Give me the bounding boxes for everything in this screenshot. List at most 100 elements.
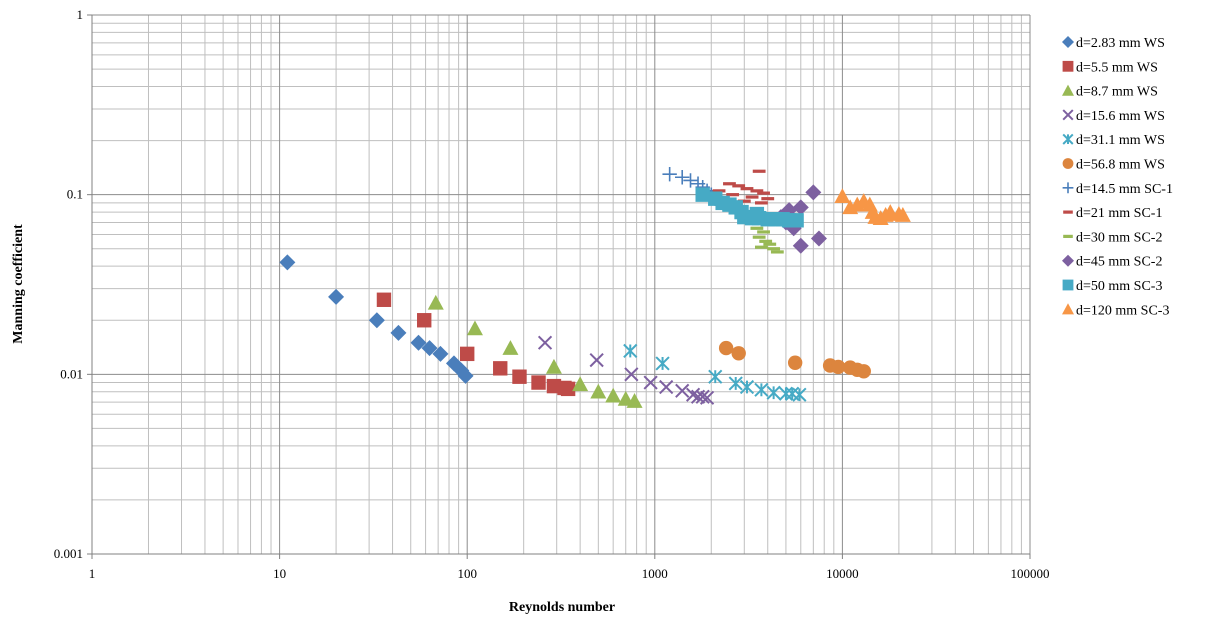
data-point [279, 254, 296, 271]
legend-marker [1063, 210, 1073, 214]
data-point [685, 387, 701, 402]
y-tick-label: 0.001 [54, 546, 83, 561]
data-point [417, 313, 432, 328]
data-point [460, 346, 475, 362]
data-point [683, 173, 698, 188]
x-tick-label: 10000 [826, 566, 859, 581]
y-axis-title: Manning coefficient [11, 224, 26, 344]
legend-item: d=120 mm SC-3 [1062, 303, 1169, 318]
legend-marker [1062, 36, 1074, 48]
data-point [763, 242, 777, 246]
y-tick-label: 0.01 [60, 366, 83, 381]
grid [91, 14, 1031, 555]
data-point [740, 187, 754, 191]
data-point [624, 367, 639, 382]
data-point [531, 375, 546, 390]
legend-item: d=5.5 mm WS [1062, 60, 1158, 75]
legend-marker [1063, 234, 1073, 238]
data-point [728, 376, 743, 391]
data-point [718, 340, 734, 356]
data-point [731, 346, 746, 361]
legend-marker [1062, 133, 1074, 145]
plot-area [279, 166, 911, 408]
data-point [805, 184, 822, 201]
data-point [757, 230, 770, 234]
data-point [545, 358, 562, 374]
legend-marker [1062, 254, 1074, 267]
data-point [410, 334, 427, 351]
data-point [655, 356, 670, 371]
data-point [759, 239, 773, 243]
data-point [699, 390, 715, 405]
series-2 [427, 294, 643, 408]
legend-item: d=31.1 mm WS [1062, 133, 1165, 148]
data-point [695, 187, 710, 202]
series-4 [623, 343, 807, 402]
data-point [659, 379, 674, 395]
legend-marker [1062, 60, 1074, 72]
y-tick-label: 1 [77, 7, 84, 22]
data-point [750, 226, 764, 230]
data-point [737, 199, 751, 203]
data-point [421, 340, 438, 357]
data-point [749, 206, 765, 222]
legend-item: d=45 mm SC-2 [1062, 254, 1162, 270]
data-point [810, 230, 827, 247]
data-point [712, 189, 726, 193]
legend-item: d=21 mm SC-1 [1063, 206, 1162, 221]
data-point [745, 195, 759, 199]
data-point [427, 294, 444, 310]
data-point [778, 386, 794, 401]
data-point [368, 312, 385, 329]
data-point [761, 197, 775, 201]
legend-label: d=21 mm SC-1 [1076, 206, 1162, 221]
x-tick-label: 100 [457, 566, 477, 581]
data-point [662, 166, 677, 182]
data-point [493, 361, 508, 376]
data-point [723, 182, 736, 186]
data-point [767, 247, 781, 251]
data-point [675, 170, 690, 185]
data-point [787, 355, 803, 370]
data-point [626, 393, 643, 408]
legend-item: d=2.83 mm WS [1062, 36, 1165, 51]
legend-marker [1062, 158, 1074, 169]
data-point [754, 382, 769, 397]
legend-label: d=45 mm SC-2 [1076, 255, 1162, 270]
data-point [560, 381, 576, 397]
data-point [789, 213, 804, 228]
data-point [792, 199, 809, 216]
data-point [390, 324, 407, 341]
data-point [432, 345, 449, 362]
legend-label: d=15.6 mm WS [1076, 109, 1165, 124]
legend-label: d=5.5 mm WS [1076, 60, 1158, 75]
y-tick-label: 0.1 [67, 187, 83, 202]
series-11 [834, 188, 911, 225]
legend-label: d=50 mm SC-3 [1076, 279, 1162, 294]
legend-label: d=14.5 mm SC-1 [1076, 182, 1173, 197]
legend-item: d=15.6 mm WS [1062, 109, 1165, 124]
data-point [466, 320, 483, 336]
x-tick-label: 1 [89, 566, 96, 581]
data-point [605, 387, 622, 403]
data-point [752, 169, 766, 173]
data-point [512, 369, 527, 384]
data-point [766, 385, 781, 400]
data-point [643, 375, 658, 390]
data-point [376, 292, 392, 307]
legend-label: d=120 mm SC-3 [1076, 303, 1169, 318]
legend-item: d=8.7 mm WS [1062, 84, 1158, 100]
data-point [752, 235, 766, 239]
legend-marker [1062, 279, 1074, 291]
data-point [757, 191, 770, 195]
legend-marker [1062, 84, 1074, 96]
series-0 [279, 254, 474, 384]
data-point [623, 343, 638, 359]
data-point [739, 379, 755, 395]
series-1 [376, 292, 576, 397]
data-point [792, 387, 807, 402]
x-tick-label: 10 [273, 566, 286, 581]
data-point [572, 376, 589, 392]
legend-marker [1062, 182, 1074, 194]
